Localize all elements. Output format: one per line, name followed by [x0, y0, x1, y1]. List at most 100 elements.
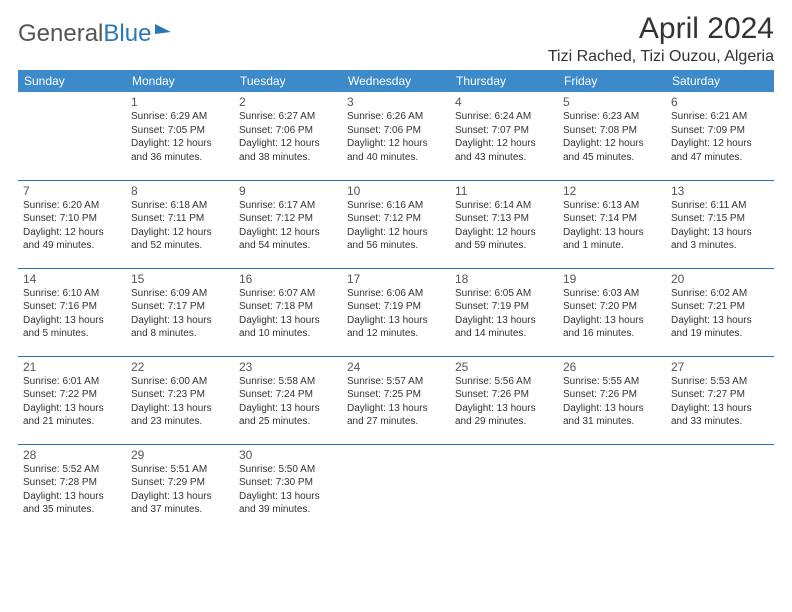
sunrise-text: Sunrise: 6:10 AM: [23, 287, 121, 301]
sunrise-text: Sunrise: 6:07 AM: [239, 287, 337, 301]
sunset-text: Sunset: 7:22 PM: [23, 388, 121, 402]
sunset-text: Sunset: 7:05 PM: [131, 124, 229, 138]
daylight-line1: Daylight: 13 hours: [671, 226, 769, 240]
calendar-cell: 26Sunrise: 5:55 AMSunset: 7:26 PMDayligh…: [558, 356, 666, 444]
daylight-line2: and 43 minutes.: [455, 151, 553, 165]
sunrise-text: Sunrise: 6:13 AM: [563, 199, 661, 213]
sunrise-text: Sunrise: 5:51 AM: [131, 463, 229, 477]
day-number: 21: [23, 360, 121, 374]
daylight-line1: Daylight: 12 hours: [671, 137, 769, 151]
sunrise-text: Sunrise: 6:24 AM: [455, 110, 553, 124]
daylight-line2: and 33 minutes.: [671, 415, 769, 429]
sunrise-text: Sunrise: 6:23 AM: [563, 110, 661, 124]
calendar-cell: 2Sunrise: 6:27 AMSunset: 7:06 PMDaylight…: [234, 92, 342, 180]
sunset-text: Sunset: 7:21 PM: [671, 300, 769, 314]
month-title: April 2024: [548, 12, 774, 46]
weekday-header: Wednesday: [342, 70, 450, 92]
sunrise-text: Sunrise: 6:11 AM: [671, 199, 769, 213]
sunrise-text: Sunrise: 6:14 AM: [455, 199, 553, 213]
day-number: 4: [455, 95, 553, 109]
sunset-text: Sunset: 7:25 PM: [347, 388, 445, 402]
daylight-line1: Daylight: 12 hours: [455, 137, 553, 151]
daylight-line2: and 31 minutes.: [563, 415, 661, 429]
daylight-line2: and 54 minutes.: [239, 239, 337, 253]
day-number: 19: [563, 272, 661, 286]
weekday-header-row: Sunday Monday Tuesday Wednesday Thursday…: [18, 70, 774, 92]
sunrise-text: Sunrise: 6:03 AM: [563, 287, 661, 301]
daylight-line2: and 27 minutes.: [347, 415, 445, 429]
day-number: 1: [131, 95, 229, 109]
daylight-line2: and 8 minutes.: [131, 327, 229, 341]
daylight-line2: and 49 minutes.: [23, 239, 121, 253]
daylight-line1: Daylight: 13 hours: [23, 490, 121, 504]
day-number: 20: [671, 272, 769, 286]
daylight-line2: and 39 minutes.: [239, 503, 337, 517]
sunrise-text: Sunrise: 6:26 AM: [347, 110, 445, 124]
daylight-line2: and 25 minutes.: [239, 415, 337, 429]
sunset-text: Sunset: 7:14 PM: [563, 212, 661, 226]
day-number: 15: [131, 272, 229, 286]
daylight-line1: Daylight: 13 hours: [131, 402, 229, 416]
calendar-cell: 30Sunrise: 5:50 AMSunset: 7:30 PMDayligh…: [234, 444, 342, 532]
calendar-cell: [450, 444, 558, 532]
daylight-line1: Daylight: 12 hours: [23, 226, 121, 240]
calendar-cell: 27Sunrise: 5:53 AMSunset: 7:27 PMDayligh…: [666, 356, 774, 444]
sunset-text: Sunset: 7:19 PM: [455, 300, 553, 314]
calendar-cell: 29Sunrise: 5:51 AMSunset: 7:29 PMDayligh…: [126, 444, 234, 532]
sunrise-text: Sunrise: 5:52 AM: [23, 463, 121, 477]
sunrise-text: Sunrise: 5:58 AM: [239, 375, 337, 389]
calendar-cell: 7Sunrise: 6:20 AMSunset: 7:10 PMDaylight…: [18, 180, 126, 268]
sunset-text: Sunset: 7:13 PM: [455, 212, 553, 226]
calendar-cell: 19Sunrise: 6:03 AMSunset: 7:20 PMDayligh…: [558, 268, 666, 356]
day-number: 23: [239, 360, 337, 374]
logo-text: GeneralBlue: [18, 20, 151, 48]
daylight-line1: Daylight: 13 hours: [563, 314, 661, 328]
daylight-line2: and 40 minutes.: [347, 151, 445, 165]
sunset-text: Sunset: 7:10 PM: [23, 212, 121, 226]
daylight-line1: Daylight: 13 hours: [239, 402, 337, 416]
sunset-text: Sunset: 7:18 PM: [239, 300, 337, 314]
weekday-header: Monday: [126, 70, 234, 92]
calendar-cell: 5Sunrise: 6:23 AMSunset: 7:08 PMDaylight…: [558, 92, 666, 180]
daylight-line2: and 52 minutes.: [131, 239, 229, 253]
calendar-table: Sunday Monday Tuesday Wednesday Thursday…: [18, 70, 774, 532]
day-number: 14: [23, 272, 121, 286]
day-number: 8: [131, 184, 229, 198]
title-block: April 2024 Tizi Rached, Tizi Ouzou, Alge…: [548, 12, 774, 66]
weekday-header: Thursday: [450, 70, 558, 92]
logo-part1: General: [18, 20, 103, 47]
daylight-line1: Daylight: 13 hours: [455, 314, 553, 328]
daylight-line1: Daylight: 13 hours: [347, 314, 445, 328]
calendar-cell: 15Sunrise: 6:09 AMSunset: 7:17 PMDayligh…: [126, 268, 234, 356]
daylight-line1: Daylight: 13 hours: [239, 314, 337, 328]
daylight-line1: Daylight: 12 hours: [239, 137, 337, 151]
sunrise-text: Sunrise: 5:50 AM: [239, 463, 337, 477]
sunrise-text: Sunrise: 6:16 AM: [347, 199, 445, 213]
day-number: 24: [347, 360, 445, 374]
sunrise-text: Sunrise: 6:06 AM: [347, 287, 445, 301]
day-number: 3: [347, 95, 445, 109]
calendar-cell: [18, 92, 126, 180]
calendar-cell: 22Sunrise: 6:00 AMSunset: 7:23 PMDayligh…: [126, 356, 234, 444]
day-number: 12: [563, 184, 661, 198]
calendar-cell: 6Sunrise: 6:21 AMSunset: 7:09 PMDaylight…: [666, 92, 774, 180]
calendar-cell: 25Sunrise: 5:56 AMSunset: 7:26 PMDayligh…: [450, 356, 558, 444]
calendar-cell: 17Sunrise: 6:06 AMSunset: 7:19 PMDayligh…: [342, 268, 450, 356]
day-number: 2: [239, 95, 337, 109]
daylight-line1: Daylight: 13 hours: [131, 314, 229, 328]
day-number: 22: [131, 360, 229, 374]
daylight-line1: Daylight: 12 hours: [131, 226, 229, 240]
calendar-cell: 20Sunrise: 6:02 AMSunset: 7:21 PMDayligh…: [666, 268, 774, 356]
sunset-text: Sunset: 7:06 PM: [239, 124, 337, 138]
sunset-text: Sunset: 7:27 PM: [671, 388, 769, 402]
calendar-cell: 21Sunrise: 6:01 AMSunset: 7:22 PMDayligh…: [18, 356, 126, 444]
sunset-text: Sunset: 7:23 PM: [131, 388, 229, 402]
weekday-header: Sunday: [18, 70, 126, 92]
sunset-text: Sunset: 7:16 PM: [23, 300, 121, 314]
calendar-row: 28Sunrise: 5:52 AMSunset: 7:28 PMDayligh…: [18, 444, 774, 532]
daylight-line2: and 47 minutes.: [671, 151, 769, 165]
day-number: 16: [239, 272, 337, 286]
daylight-line1: Daylight: 13 hours: [563, 226, 661, 240]
calendar-cell: [666, 444, 774, 532]
sunset-text: Sunset: 7:30 PM: [239, 476, 337, 490]
